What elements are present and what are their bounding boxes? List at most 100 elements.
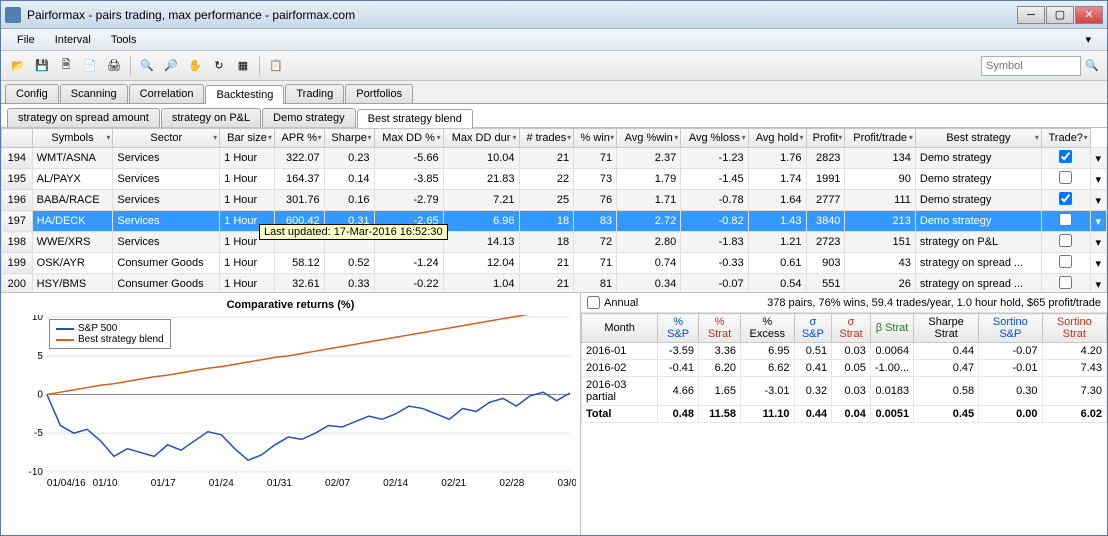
svg-text:03/06: 03/06 (558, 478, 576, 489)
table-row[interactable]: 200HSY/BMSConsumer Goods1 Hour32.610.33-… (2, 274, 1107, 294)
menubar: File Interval Tools ▾ (1, 29, 1107, 51)
backtest-grid: Symbols▾Sector▾Bar size▾APR %▾Sharpe▾Max… (1, 128, 1107, 293)
stats-row: 2016-03 partial4.661.65-3.010.320.030.01… (582, 377, 1107, 406)
save2-icon[interactable]: 🗎 (55, 55, 77, 77)
pan-icon[interactable]: ✋ (184, 55, 206, 77)
svg-text:02/07: 02/07 (325, 478, 350, 489)
stats-bar: Annual 378 pairs, 76% wins, 59.4 trades/… (581, 293, 1107, 313)
column-header[interactable]: Profit▾ (806, 129, 845, 148)
zoom-in-icon[interactable]: 🔍 (136, 55, 158, 77)
stats-column-header[interactable]: Month (582, 314, 658, 343)
svg-text:01/04/16: 01/04/16 (47, 478, 86, 489)
table-row[interactable]: 195AL/PAYXServices1 Hour164.370.14-3.852… (2, 169, 1107, 190)
titlebar: Pairformax - pairs trading, max performa… (1, 1, 1107, 29)
copy-icon[interactable]: 📋 (265, 55, 287, 77)
annual-checkbox[interactable] (587, 296, 600, 309)
stats-summary: 378 pairs, 76% wins, 59.4 trades/year, 1… (767, 297, 1101, 309)
stats-column-header[interactable]: β Strat (870, 314, 913, 343)
tab-portfolios[interactable]: Portfolios (345, 84, 413, 103)
row-menu-icon[interactable]: ▾ (1090, 169, 1106, 190)
column-header[interactable]: Profit/trade▾ (845, 129, 915, 148)
column-header[interactable]: APR %▾ (274, 129, 324, 148)
stats-column-header[interactable]: % Excess (741, 314, 794, 343)
stats-column-header[interactable]: % S&P (658, 314, 699, 343)
search-icon[interactable]: 🔍 (1083, 57, 1101, 75)
grid-icon[interactable]: ▦ (232, 55, 254, 77)
export-icon[interactable]: 📄 (79, 55, 101, 77)
table-row[interactable]: 197HA/DECKServices1 Hour600.420.31-2.656… (2, 211, 1107, 232)
stats-column-header[interactable]: Sharpe Strat (914, 314, 979, 343)
chart-title: Comparative returns (%) (5, 299, 576, 311)
stats-column-header[interactable]: σ Strat (832, 314, 871, 343)
column-header[interactable]: # trades▾ (519, 129, 574, 148)
trade-checkbox[interactable] (1059, 213, 1072, 226)
row-menu-icon[interactable]: ▾ (1090, 211, 1106, 232)
column-header[interactable]: Sector▾ (113, 129, 220, 148)
svg-text:01/10: 01/10 (93, 478, 118, 489)
subtab[interactable]: Demo strategy (262, 108, 356, 127)
row-menu-icon[interactable]: ▾ (1090, 148, 1106, 169)
annual-label: Annual (604, 297, 638, 309)
menu-tools[interactable]: Tools (101, 32, 147, 48)
column-header[interactable]: Best strategy▾ (915, 129, 1041, 148)
menu-dropdown-icon[interactable]: ▾ (1075, 31, 1101, 48)
table-row[interactable]: 196BABA/RACEServices1 Hour301.760.16-2.7… (2, 190, 1107, 211)
symbol-search-input[interactable] (981, 56, 1081, 76)
stats-row: 2016-02-0.416.206.620.410.05-1.00...0.47… (582, 360, 1107, 377)
svg-text:01/17: 01/17 (151, 478, 176, 489)
stats-column-header[interactable]: % Strat (698, 314, 740, 343)
trade-checkbox[interactable] (1059, 192, 1072, 205)
close-button[interactable]: ✕ (1075, 6, 1103, 24)
trade-checkbox[interactable] (1059, 276, 1072, 289)
column-header[interactable] (2, 129, 33, 148)
column-header[interactable]: Avg %loss▾ (681, 129, 748, 148)
trade-checkbox[interactable] (1059, 234, 1072, 247)
subtab[interactable]: strategy on P&L (161, 108, 261, 127)
stats-column-header[interactable]: Sortino Strat (1042, 314, 1106, 343)
row-menu-icon[interactable]: ▾ (1090, 190, 1106, 211)
column-header[interactable]: Max DD %▾ (374, 129, 443, 148)
menu-file[interactable]: File (7, 32, 45, 48)
refresh-icon[interactable]: ↻ (208, 55, 230, 77)
minimize-button[interactable]: ─ (1017, 6, 1045, 24)
svg-text:02/21: 02/21 (441, 478, 466, 489)
trade-checkbox[interactable] (1059, 150, 1072, 163)
tab-config[interactable]: Config (5, 84, 59, 103)
menu-interval[interactable]: Interval (45, 32, 101, 48)
column-header[interactable]: Trade?▾ (1041, 129, 1090, 148)
tab-correlation[interactable]: Correlation (129, 84, 205, 103)
save-icon[interactable]: 💾 (31, 55, 53, 77)
row-menu-icon[interactable]: ▾ (1090, 232, 1106, 253)
trade-checkbox[interactable] (1059, 255, 1072, 268)
column-header[interactable]: Symbols▾ (32, 129, 113, 148)
column-header[interactable]: Sharpe▾ (324, 129, 374, 148)
row-menu-icon[interactable]: ▾ (1090, 274, 1106, 294)
stats-row: Total0.4811.5811.100.440.040.00510.450.0… (582, 406, 1107, 423)
column-header[interactable]: Max DD dur▾ (443, 129, 519, 148)
row-menu-icon[interactable]: ▾ (1090, 253, 1106, 274)
stats-row: 2016-01-3.593.366.950.510.030.00640.44-0… (582, 343, 1107, 360)
print-icon[interactable]: 🖨 (103, 55, 125, 77)
open-icon[interactable]: 📂 (7, 55, 29, 77)
maximize-button[interactable]: ▢ (1046, 6, 1074, 24)
table-row[interactable]: 194WMT/ASNAServices1 Hour322.070.23-5.66… (2, 148, 1107, 169)
subtab[interactable]: Best strategy blend (357, 109, 473, 128)
zoom-out-icon[interactable]: 🔎 (160, 55, 182, 77)
column-header[interactable]: Avg %win▾ (617, 129, 681, 148)
column-header[interactable]: % win▾ (574, 129, 617, 148)
table-row[interactable]: 199OSK/AYRConsumer Goods1 Hour58.120.52-… (2, 253, 1107, 274)
subtab[interactable]: strategy on spread amount (7, 108, 160, 127)
column-header[interactable]: Bar size▾ (220, 129, 275, 148)
stats-column-header[interactable]: σ S&P (794, 314, 832, 343)
tooltip: Last updated: 17-Mar-2016 16:52:30 (259, 224, 448, 240)
tab-trading[interactable]: Trading (285, 84, 344, 103)
svg-text:10: 10 (32, 315, 44, 323)
table-row[interactable]: 198WWE/XRSServices1 Hour14.1318722.80-1.… (2, 232, 1107, 253)
toolbar: 📂 💾 🗎 📄 🖨 🔍 🔎 ✋ ↻ ▦ 📋 🔍 (1, 51, 1107, 81)
trade-checkbox[interactable] (1059, 171, 1072, 184)
column-header[interactable]: Avg hold▾ (748, 129, 806, 148)
svg-text:-10: -10 (29, 467, 44, 478)
tab-scanning[interactable]: Scanning (60, 84, 128, 103)
tab-backtesting[interactable]: Backtesting (205, 85, 284, 104)
stats-column-header[interactable]: Sortino S&P (979, 314, 1042, 343)
